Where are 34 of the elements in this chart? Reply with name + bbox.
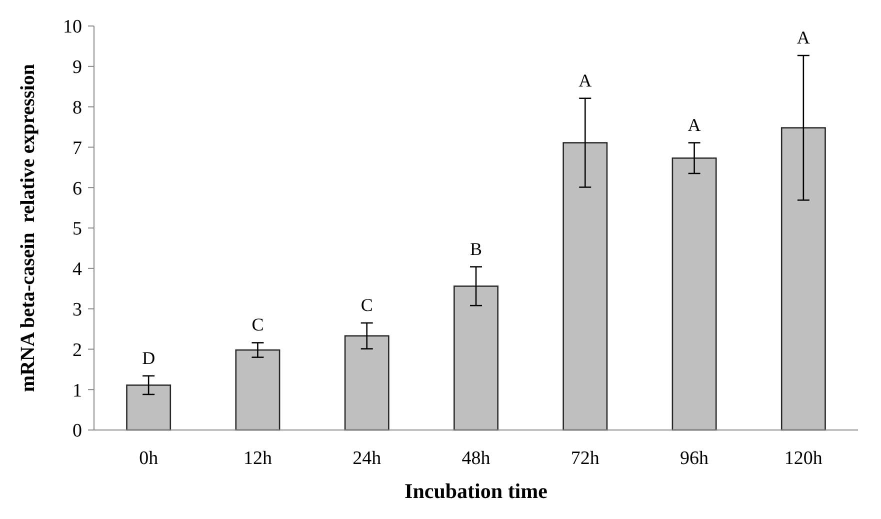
annotation: A [578,70,592,90]
bar [235,349,280,431]
y-tick-label: 4 [72,259,82,280]
bar [126,384,172,431]
x-tick-label: 24h [352,448,382,469]
y-tick-label: 7 [72,138,82,159]
x-tick-label: 96h [680,448,710,469]
x-tick-label: 0h [139,448,159,469]
y-tick-label: 5 [72,218,82,240]
x-tick-label: 12h [243,448,272,469]
y-tick-label: 8 [72,97,82,118]
annotation: C [252,314,264,335]
y-tick-label: 0 [72,420,82,442]
y-axis-title: mRNA beta-casein relative expression [17,64,39,392]
y-tick-label: 2 [72,340,82,361]
x-tick-label: 48h [462,448,491,469]
bar [454,286,498,431]
x-axis-title: Incubation time [404,479,548,503]
bar [562,142,608,431]
x-tick-label: 72h [570,448,600,469]
bar [344,335,390,431]
annotation: A [688,114,701,135]
y-tick-label: 6 [72,178,82,200]
annotation: C [360,294,373,315]
annotation: B [470,238,482,259]
x-tick-label: 120h [784,448,823,469]
y-tick-label: 10 [63,16,82,38]
y-tick-label: 3 [72,299,82,320]
y-tick-label: 1 [72,380,82,402]
y-tick-label: 9 [72,57,82,78]
bar [780,127,826,431]
annotation: D [142,348,156,368]
bar [672,157,717,431]
annotation: A [796,27,810,48]
